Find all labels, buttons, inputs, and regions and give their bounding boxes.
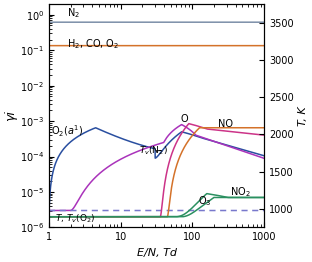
- Text: $T$, $T_v$(O$_2$): $T$, $T_v$(O$_2$): [55, 212, 95, 225]
- Text: NO$_2$: NO$_2$: [230, 185, 250, 199]
- Text: O$_2$($a^1$): O$_2$($a^1$): [51, 124, 83, 139]
- X-axis label: E/N, Td: E/N, Td: [137, 248, 177, 258]
- Text: N$_2$: N$_2$: [67, 6, 80, 20]
- Text: $T_v$(N$_2$): $T_v$(N$_2$): [139, 145, 168, 157]
- Y-axis label: T, K: T, K: [298, 106, 308, 125]
- Text: O$_3$: O$_3$: [198, 194, 212, 208]
- Y-axis label: γi: γi: [4, 110, 17, 121]
- Text: NO: NO: [218, 119, 233, 129]
- Text: O: O: [180, 114, 188, 124]
- Text: H$_2$, CO, O$_2$: H$_2$, CO, O$_2$: [67, 37, 119, 51]
